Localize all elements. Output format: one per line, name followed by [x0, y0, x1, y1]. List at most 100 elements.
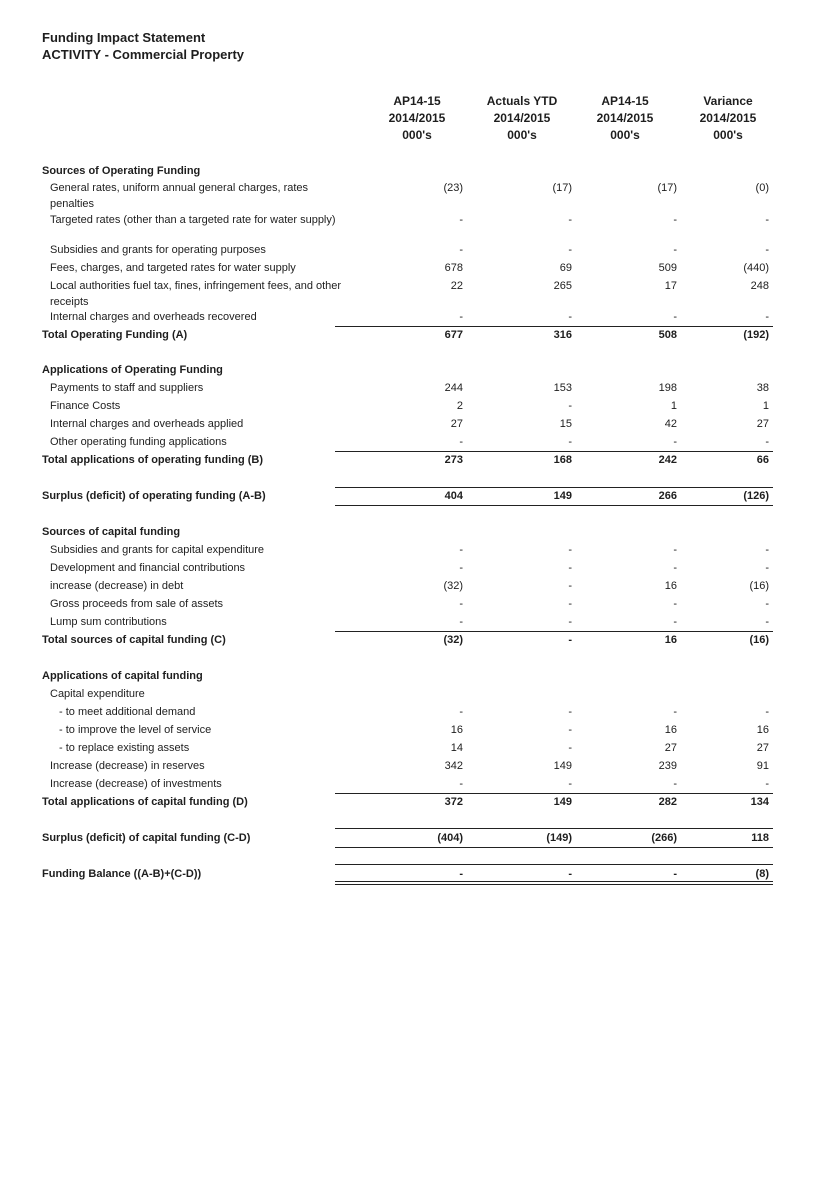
cell-value: - [568, 634, 572, 646]
cell-value: 244 [444, 382, 463, 394]
cell-value: - [459, 616, 463, 628]
cell-value: 149 [553, 490, 572, 502]
total-rule [335, 793, 773, 794]
cell-value: - [459, 244, 463, 256]
cell-value: - [459, 562, 463, 574]
cell-value: - [673, 778, 677, 790]
column-header-4-line2: 2014/2015 [699, 111, 757, 125]
cell-value: 27 [664, 742, 677, 754]
cell-value: (23) [443, 182, 463, 194]
cell-value: (149) [546, 832, 572, 844]
cell-value: - [459, 706, 463, 718]
row-label: Development and financial contributions [50, 562, 246, 574]
cell-value: 242 [658, 454, 677, 466]
cell-value: - [673, 868, 677, 880]
cell-value: (0) [755, 182, 769, 194]
row-label: Surplus (deficit) of operating funding (… [42, 490, 266, 502]
row-label: Applications of capital funding [42, 670, 203, 682]
cell-value: (8) [755, 868, 769, 880]
row-label: - to replace existing assets [59, 742, 190, 754]
cell-value: 14 [450, 742, 463, 754]
cell-value: 66 [756, 454, 769, 466]
cell-value: - [673, 311, 677, 323]
row-label: Increase (decrease) of investments [50, 778, 222, 790]
cell-value: 69 [559, 262, 572, 274]
cell-value: 404 [444, 490, 463, 502]
row-label: Total applications of capital funding (D… [42, 796, 248, 808]
cell-value: (16) [749, 634, 769, 646]
row-label: Payments to staff and suppliers [50, 382, 204, 394]
row-label: Internal charges and overheads applied [50, 418, 244, 430]
cell-value: (126) [743, 490, 769, 502]
total-rule [335, 828, 773, 829]
row-label: Gross proceeds from sale of assets [50, 598, 224, 610]
row-label: General rates, uniform annual general ch… [50, 182, 309, 194]
total-rule [335, 864, 773, 865]
row-label: Total Operating Funding (A) [42, 329, 188, 341]
cell-value: - [459, 778, 463, 790]
cell-value: - [459, 214, 463, 226]
cell-value: - [568, 311, 572, 323]
row-label: Finance Costs [50, 400, 121, 412]
cell-value: 342 [444, 760, 463, 772]
cell-value: 282 [658, 796, 677, 808]
column-header-1-line1: AP14-15 [393, 94, 441, 108]
total-rule [335, 326, 773, 327]
cell-value: - [765, 562, 769, 574]
cell-value: - [673, 706, 677, 718]
cell-value: - [765, 436, 769, 448]
row-label: Subsidies and grants for operating purpo… [50, 244, 266, 256]
cell-value: - [568, 706, 572, 718]
cell-value: 168 [553, 454, 572, 466]
cell-value: - [568, 778, 572, 790]
row-label-continued: penalties [50, 198, 95, 210]
cell-value: - [673, 562, 677, 574]
cell-value: 677 [444, 329, 463, 341]
cell-value: 316 [553, 329, 572, 341]
cell-value: (17) [552, 182, 572, 194]
row-label: Subsidies and grants for capital expendi… [50, 544, 265, 556]
row-label: Applications of Operating Funding [42, 364, 223, 376]
cell-value: - [673, 544, 677, 556]
cell-value: 153 [553, 382, 572, 394]
cell-value: 2 [456, 400, 463, 412]
column-header-2-line1: Actuals YTD [486, 94, 558, 108]
cell-value: - [568, 868, 572, 880]
cell-value: (192) [743, 329, 769, 341]
row-label: Surplus (deficit) of capital funding (C-… [42, 832, 251, 844]
column-header-3-line2: 2014/2015 [596, 111, 654, 125]
cell-value: (32) [443, 580, 463, 592]
row-label: Increase (decrease) in reserves [50, 760, 205, 772]
cell-value: 508 [658, 329, 677, 341]
cell-value: 266 [658, 490, 677, 502]
cell-value: 198 [658, 382, 677, 394]
row-label: Sources of capital funding [42, 526, 181, 538]
row-label: - to improve the level of service [59, 724, 212, 736]
cell-value: - [765, 544, 769, 556]
cell-value: - [568, 562, 572, 574]
cell-value: - [765, 778, 769, 790]
cell-value: 265 [553, 280, 572, 292]
cell-value: - [765, 311, 769, 323]
cell-value: 27 [450, 418, 463, 430]
page-title: Funding Impact Statement [42, 30, 206, 45]
column-header-2-line3: 000's [507, 128, 537, 142]
column-header-1-line3: 000's [402, 128, 432, 142]
row-label: Lump sum contributions [50, 616, 167, 628]
cell-value: 16 [756, 724, 769, 736]
cell-value: 16 [664, 634, 677, 646]
cell-value: 16 [664, 580, 677, 592]
cell-value: - [568, 598, 572, 610]
cell-value: - [765, 244, 769, 256]
row-label: Capital expenditure [50, 688, 145, 700]
row-label: increase (decrease) in debt [50, 580, 184, 592]
cell-value: 1 [762, 400, 769, 412]
row-label: Other operating funding applications [50, 436, 227, 448]
cell-value: - [765, 706, 769, 718]
cell-value: - [765, 598, 769, 610]
cell-value: - [568, 436, 572, 448]
cell-value: - [568, 544, 572, 556]
total-rule [335, 847, 773, 848]
cell-value: 27 [756, 742, 769, 754]
cell-value: 509 [658, 262, 677, 274]
